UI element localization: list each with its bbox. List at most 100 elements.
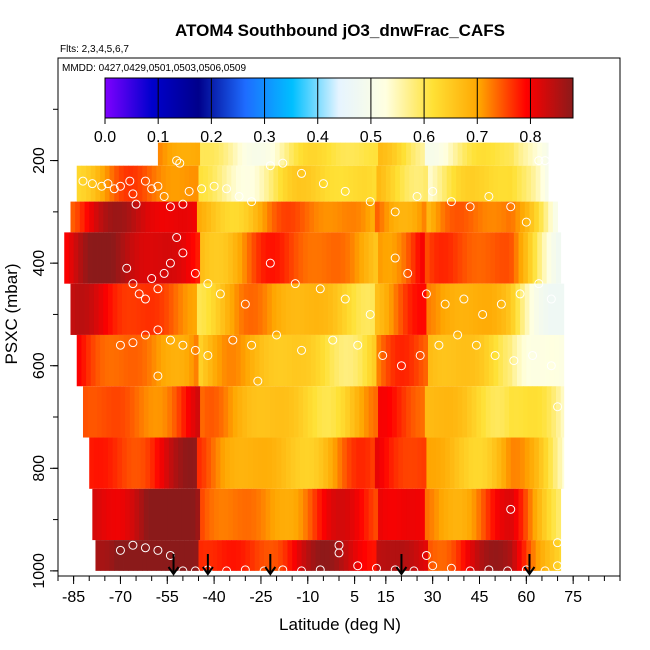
heatmap-cell bbox=[457, 142, 463, 166]
heatmap-cell bbox=[445, 437, 451, 489]
heatmap-cell bbox=[420, 386, 426, 438]
heatmap-cell bbox=[540, 334, 546, 387]
observation-point bbox=[140, 176, 150, 186]
heatmap-cell bbox=[388, 201, 395, 233]
heatmap-cell bbox=[348, 165, 354, 202]
flight-arrows-layer bbox=[167, 554, 536, 576]
heatmap-cell bbox=[122, 201, 128, 233]
heatmap-cell bbox=[345, 386, 351, 438]
heatmap-cell bbox=[118, 165, 124, 202]
observation-point bbox=[222, 184, 232, 194]
colorbar-tick-label: 0.0 bbox=[94, 129, 116, 146]
heatmap-cell bbox=[443, 488, 449, 541]
heatmap-cell bbox=[470, 334, 476, 387]
heatmap-cell bbox=[265, 232, 271, 284]
heatmap-cell bbox=[487, 283, 493, 335]
heatmap-cell bbox=[215, 437, 221, 489]
heatmap-cell bbox=[502, 540, 508, 571]
y-axis-label: PSXC (mbar) bbox=[2, 263, 21, 364]
colorbar-tick-label: 0.6 bbox=[413, 129, 435, 146]
heatmap-cell bbox=[321, 142, 327, 166]
heatmap-cell bbox=[90, 165, 96, 202]
heatmap-cell bbox=[459, 283, 465, 335]
observation-point bbox=[184, 186, 194, 196]
heatmap-cell bbox=[125, 488, 131, 541]
heatmap-cell bbox=[401, 232, 407, 284]
heatmap-cell bbox=[401, 488, 407, 541]
flight-arrow bbox=[264, 554, 277, 576]
heatmap-cell bbox=[307, 386, 313, 438]
heatmap-cell bbox=[150, 201, 156, 233]
heatmap-cell bbox=[555, 488, 562, 541]
heatmap-cell bbox=[359, 232, 365, 284]
observation-point bbox=[234, 191, 244, 201]
heatmap-cell bbox=[182, 437, 188, 489]
heatmap-cell bbox=[340, 142, 346, 166]
heatmap-cell bbox=[559, 334, 565, 387]
heatmap-cell bbox=[476, 232, 482, 284]
heatmap-cell bbox=[295, 283, 301, 335]
observation-point bbox=[140, 294, 150, 304]
heatmap-cell bbox=[232, 386, 238, 438]
heatmap-cell bbox=[378, 142, 384, 166]
observation-point bbox=[506, 504, 516, 514]
x-axis: -85 -70 -55 -40 -25 -10 5 15 30 45 60 75 bbox=[57, 576, 621, 606]
heatmap-cell bbox=[373, 386, 379, 438]
heatmap-cell bbox=[303, 142, 309, 166]
heatmap-cell bbox=[132, 334, 139, 387]
observation-point bbox=[115, 181, 125, 191]
heatmap-cell bbox=[385, 165, 391, 202]
heatmap-cell bbox=[298, 142, 304, 166]
heatmap-cell bbox=[398, 201, 404, 233]
heatmap-cell bbox=[220, 201, 226, 233]
heatmap-cell bbox=[306, 165, 312, 202]
heatmap-cell bbox=[462, 386, 468, 438]
heatmap-cell bbox=[360, 283, 366, 335]
observation-point bbox=[278, 565, 288, 575]
x-axis-label: Latitude (deg N) bbox=[279, 615, 401, 634]
heatmap-cell bbox=[100, 334, 106, 387]
heatmap-cell bbox=[337, 437, 343, 489]
heatmap-cell bbox=[237, 142, 243, 166]
heatmap-cell bbox=[90, 334, 96, 387]
heatmap-cell bbox=[310, 540, 316, 571]
heatmap-cell bbox=[334, 165, 340, 202]
heatmap-cell bbox=[234, 201, 240, 233]
heatmap-cell bbox=[432, 334, 438, 387]
heatmap-cell bbox=[531, 165, 537, 202]
heatmap-cell bbox=[523, 232, 529, 284]
heatmap-cell bbox=[137, 334, 143, 387]
heatmap-cell bbox=[370, 437, 376, 489]
heatmap-cell bbox=[440, 283, 446, 335]
heatmap-cell bbox=[173, 201, 179, 233]
heatmap-cell bbox=[86, 334, 92, 387]
heatmap-cell bbox=[374, 201, 380, 233]
heatmap-cell bbox=[184, 165, 190, 202]
heatmap-cell bbox=[321, 232, 327, 284]
heatmap-cell bbox=[195, 142, 201, 166]
heatmap-cell bbox=[317, 142, 323, 166]
heatmap-cell bbox=[318, 437, 324, 489]
heatmap-cell bbox=[384, 201, 390, 233]
heatmap-cell bbox=[481, 142, 487, 166]
heatmap-cell bbox=[476, 386, 482, 438]
heatmap-cell bbox=[373, 488, 379, 541]
heatmap-cell bbox=[551, 232, 557, 284]
heatmap-cell bbox=[463, 437, 469, 489]
heatmap-cell bbox=[178, 201, 184, 233]
heatmap-cell bbox=[541, 488, 548, 541]
heatmap-cell bbox=[245, 165, 251, 202]
heatmap-cell bbox=[490, 386, 496, 438]
heatmap-cell bbox=[349, 386, 356, 438]
heatmap-cell bbox=[167, 386, 173, 438]
heatmap-cell bbox=[474, 165, 480, 202]
heatmap-cell bbox=[209, 232, 215, 284]
heatmap-cell bbox=[515, 283, 521, 335]
heatmap-cell bbox=[271, 201, 277, 233]
heatmap-cell bbox=[323, 437, 329, 489]
heatmap-cell bbox=[223, 488, 229, 541]
heatmap-cell bbox=[303, 232, 309, 284]
heatmap-cell bbox=[239, 283, 245, 335]
heatmap-cell bbox=[320, 540, 326, 571]
heatmap-cell bbox=[187, 437, 193, 489]
